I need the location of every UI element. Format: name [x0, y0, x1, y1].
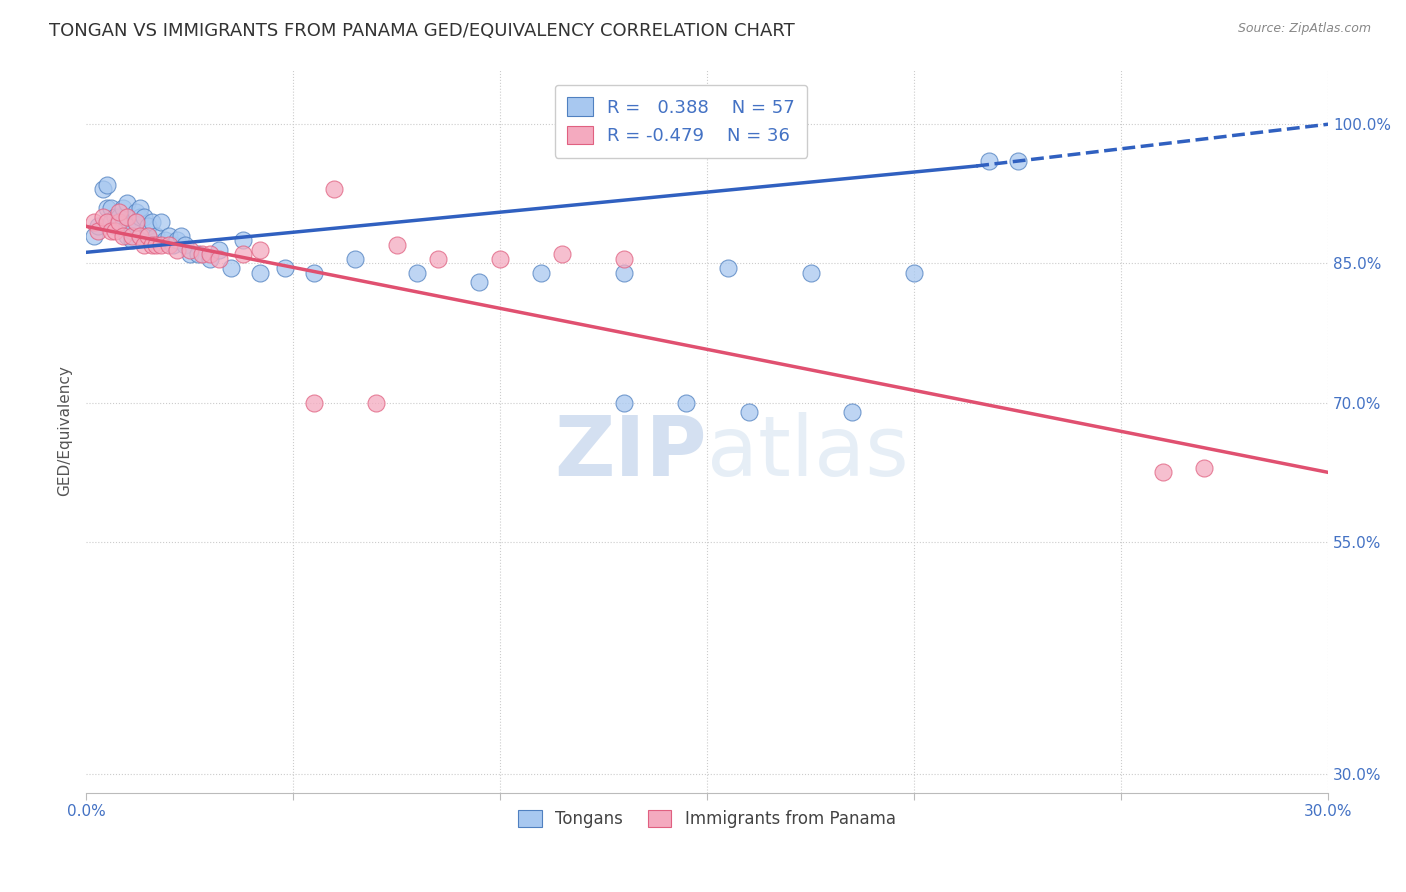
Point: [112, 215, 135, 229]
Point: [128, 228, 150, 243]
Point: [128, 201, 150, 215]
Point: [141, 215, 163, 229]
Point: [302, 266, 325, 280]
Point: [141, 238, 163, 252]
Point: [117, 219, 139, 234]
Point: [108, 210, 131, 224]
Point: [1007, 154, 1029, 169]
Point: [613, 252, 636, 266]
Y-axis label: GED/Equivalency: GED/Equivalency: [58, 365, 72, 496]
Point: [489, 252, 512, 266]
Point: [323, 182, 346, 196]
Point: [104, 224, 127, 238]
Point: [108, 215, 131, 229]
Point: [800, 266, 823, 280]
Point: [232, 247, 254, 261]
Point: [166, 233, 188, 247]
Point: [1152, 466, 1174, 480]
Point: [104, 219, 127, 234]
Point: [302, 395, 325, 409]
Point: [100, 224, 122, 238]
Point: [83, 228, 105, 243]
Point: [104, 210, 127, 224]
Point: [128, 210, 150, 224]
Point: [100, 215, 122, 229]
Point: [468, 275, 491, 289]
Point: [179, 243, 201, 257]
Point: [364, 395, 387, 409]
Point: [91, 210, 114, 224]
Point: [200, 252, 222, 266]
Point: [125, 215, 148, 229]
Point: [100, 201, 122, 215]
Point: [427, 252, 450, 266]
Point: [613, 395, 636, 409]
Point: [145, 238, 167, 252]
Point: [136, 228, 159, 243]
Point: [132, 238, 155, 252]
Point: [219, 261, 242, 276]
Point: [977, 154, 1000, 169]
Point: [96, 215, 118, 229]
Point: [406, 266, 429, 280]
Point: [112, 228, 135, 243]
Point: [737, 405, 759, 419]
Point: [96, 201, 118, 215]
Point: [157, 238, 180, 252]
Point: [207, 252, 229, 266]
Point: [675, 395, 697, 409]
Point: [121, 228, 143, 243]
Point: [112, 201, 135, 215]
Point: [717, 261, 740, 276]
Text: atlas: atlas: [707, 412, 908, 492]
Point: [385, 238, 408, 252]
Point: [530, 266, 553, 280]
Point: [187, 247, 209, 261]
Point: [136, 219, 159, 234]
Point: [125, 215, 148, 229]
Point: [841, 405, 863, 419]
Point: [200, 247, 222, 261]
Point: [136, 228, 159, 243]
Point: [1192, 460, 1215, 475]
Point: [149, 215, 172, 229]
Text: Source: ZipAtlas.com: Source: ZipAtlas.com: [1237, 22, 1371, 36]
Text: TONGAN VS IMMIGRANTS FROM PANAMA GED/EQUIVALENCY CORRELATION CHART: TONGAN VS IMMIGRANTS FROM PANAMA GED/EQU…: [49, 22, 794, 40]
Point: [170, 228, 193, 243]
Point: [87, 219, 110, 234]
Point: [121, 233, 143, 247]
Point: [207, 243, 229, 257]
Point: [249, 243, 271, 257]
Point: [87, 224, 110, 238]
Point: [613, 266, 636, 280]
Point: [249, 266, 271, 280]
Point: [117, 196, 139, 211]
Point: [91, 182, 114, 196]
Point: [166, 243, 188, 257]
Point: [125, 205, 148, 219]
Point: [149, 238, 172, 252]
Point: [903, 266, 925, 280]
Point: [179, 247, 201, 261]
Point: [132, 210, 155, 224]
Point: [191, 247, 214, 261]
Point: [344, 252, 367, 266]
Point: [117, 228, 139, 243]
Point: [83, 215, 105, 229]
Point: [117, 210, 139, 224]
Point: [145, 228, 167, 243]
Point: [157, 228, 180, 243]
Point: [121, 224, 143, 238]
Legend: Tongans, Immigrants from Panama: Tongans, Immigrants from Panama: [512, 804, 903, 835]
Point: [153, 233, 176, 247]
Point: [108, 205, 131, 219]
Point: [551, 247, 574, 261]
Point: [108, 215, 131, 229]
Point: [232, 233, 254, 247]
Point: [174, 238, 197, 252]
Point: [96, 178, 118, 192]
Point: [274, 261, 297, 276]
Text: ZIP: ZIP: [554, 412, 707, 492]
Point: [162, 238, 184, 252]
